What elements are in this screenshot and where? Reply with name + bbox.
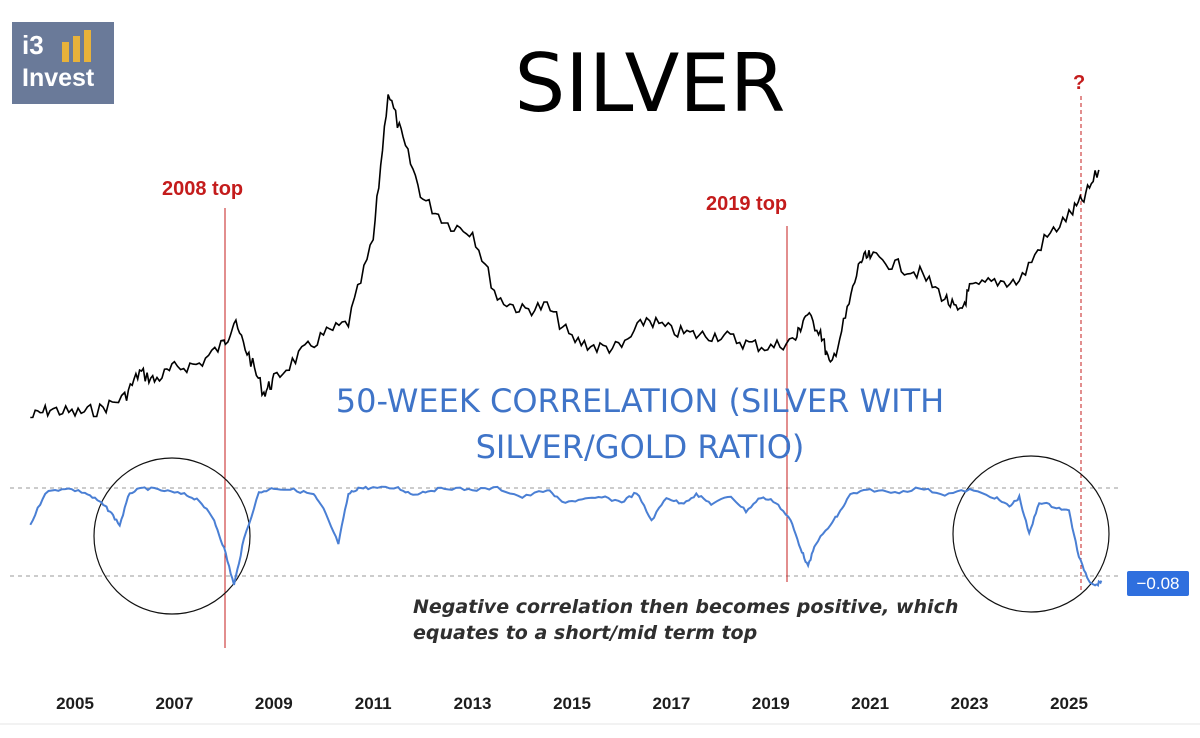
- subtitle-line-1: 50-WEEK CORRELATION (SILVER WITH: [335, 382, 945, 420]
- silver-price-line: [30, 94, 1100, 419]
- annotation-question-mark: ?: [1073, 72, 1086, 94]
- reference-lines: [10, 487, 1118, 577]
- x-tick-label: 2015: [553, 694, 591, 713]
- logo-bars-icon: [62, 30, 91, 62]
- top-marker-lines: [224, 96, 1082, 648]
- logo: i3 Invest: [12, 22, 114, 104]
- x-tick-label: 2013: [453, 694, 492, 713]
- chart-title: SILVER: [514, 37, 786, 130]
- x-tick-label: 2019: [751, 694, 790, 713]
- x-tick-label: 2025: [1050, 694, 1088, 713]
- logo-i3-text: i3: [22, 30, 44, 60]
- x-tick-label: 2005: [56, 694, 94, 713]
- highlight-circle-current: [952, 455, 1110, 613]
- current-value-badge: −0.08: [1127, 571, 1189, 596]
- logo-invest-text: Invest: [22, 64, 95, 92]
- highlight-circle-2008: [93, 457, 251, 615]
- correlation-subtitle: 50-WEEK CORRELATION (SILVER WITH SILVER/…: [300, 378, 980, 470]
- annotation-2008-top: 2008 top: [162, 178, 244, 200]
- annotation-2019-top: 2019 top: [706, 193, 788, 215]
- x-tick-label: 2023: [950, 694, 989, 713]
- x-tick-label: 2007: [155, 694, 194, 713]
- note-line-1: Negative correlation then becomes positi…: [413, 596, 959, 618]
- correlation-note: Negative correlation then becomes positi…: [413, 594, 973, 646]
- highlight-circles: [93, 455, 1110, 615]
- correlation-line: [29, 485, 1103, 588]
- x-tick-label: 2009: [254, 694, 293, 713]
- note-line-2: equates to a short/mid term top: [413, 622, 758, 644]
- subtitle-line-2: SILVER/GOLD RATIO): [475, 428, 805, 466]
- x-tick-label: 2021: [851, 694, 890, 713]
- x-tick-label: 2017: [652, 694, 691, 713]
- x-tick-label: 2011: [354, 694, 392, 713]
